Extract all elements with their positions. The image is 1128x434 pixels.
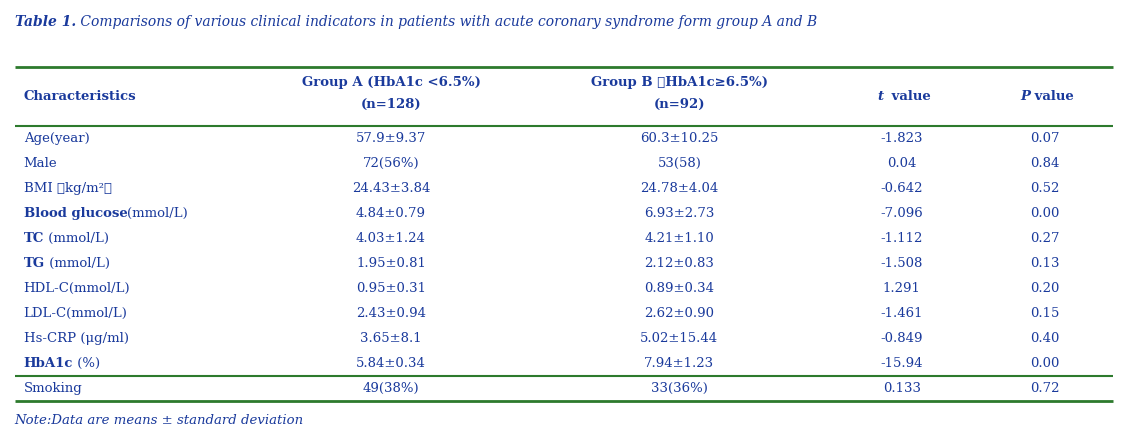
Text: t: t [878,90,883,103]
Text: 0.72: 0.72 [1030,382,1059,395]
Text: -0.849: -0.849 [881,332,923,345]
Text: 1.95±0.81: 1.95±0.81 [356,257,426,270]
Text: 0.27: 0.27 [1030,232,1059,245]
Text: 57.9±9.37: 57.9±9.37 [355,132,426,145]
Text: (%): (%) [73,357,100,370]
Text: TG: TG [24,257,45,270]
Text: 4.21±1.10: 4.21±1.10 [644,232,714,245]
Text: 24.78±4.04: 24.78±4.04 [641,182,719,195]
Text: Group B （HbA1c≥6.5%): Group B （HbA1c≥6.5%) [591,76,768,89]
Text: 0.40: 0.40 [1030,332,1059,345]
Text: 5.84±0.34: 5.84±0.34 [356,357,426,370]
Text: Blood glucose: Blood glucose [24,207,127,220]
Text: Smoking: Smoking [24,382,82,395]
Text: HbA1c: HbA1c [24,357,73,370]
Text: 3.65±8.1: 3.65±8.1 [360,332,422,345]
Text: (mmol/L): (mmol/L) [127,207,188,220]
Text: -1.112: -1.112 [881,232,923,245]
Text: 0.00: 0.00 [1030,357,1059,370]
Text: 0.04: 0.04 [887,157,917,170]
Text: -1.823: -1.823 [881,132,923,145]
Text: Table 1.: Table 1. [15,15,76,29]
Text: -1.461: -1.461 [881,307,923,320]
Text: 2.43±0.94: 2.43±0.94 [356,307,426,320]
Text: Note:Data are means ± standard deviation: Note:Data are means ± standard deviation [15,414,303,427]
Text: 53(58): 53(58) [658,157,702,170]
Text: 0.52: 0.52 [1030,182,1059,195]
Text: HDL-C(mmol/L): HDL-C(mmol/L) [24,282,131,295]
Text: (n=128): (n=128) [361,98,421,111]
Text: -7.096: -7.096 [881,207,923,220]
Text: 4.03±1.24: 4.03±1.24 [356,232,426,245]
Text: (mmol/L): (mmol/L) [45,257,109,270]
Text: -0.642: -0.642 [881,182,923,195]
Text: 49(38%): 49(38%) [362,382,420,395]
Text: value: value [1030,90,1074,103]
Text: BMI （kg/m²）: BMI （kg/m²） [24,182,112,195]
Text: 72(56%): 72(56%) [362,157,420,170]
Text: Comparisons of various clinical indicators in patients with acute coronary syndr: Comparisons of various clinical indicato… [76,15,817,29]
Text: P: P [1020,90,1030,103]
Text: value: value [888,90,931,103]
Text: 33(36%): 33(36%) [651,382,707,395]
Text: 2.12±0.83: 2.12±0.83 [644,257,714,270]
Text: 2.62±0.90: 2.62±0.90 [644,307,714,320]
Text: 24.43±3.84: 24.43±3.84 [352,182,430,195]
Text: Group A (HbA1c <6.5%): Group A (HbA1c <6.5%) [301,76,481,89]
Text: Male: Male [24,157,58,170]
Text: Hs-CRP (μg/ml): Hs-CRP (μg/ml) [24,332,129,345]
Text: 6.93±2.73: 6.93±2.73 [644,207,714,220]
Text: Age(year): Age(year) [24,132,89,145]
Text: (n=92): (n=92) [653,98,705,111]
Text: 60.3±10.25: 60.3±10.25 [641,132,719,145]
Text: Characteristics: Characteristics [24,90,136,103]
Text: -1.508: -1.508 [881,257,923,270]
Text: 0.20: 0.20 [1030,282,1059,295]
Text: TC: TC [24,232,44,245]
Text: 0.89±0.34: 0.89±0.34 [644,282,714,295]
Text: 0.07: 0.07 [1030,132,1059,145]
Text: 0.84: 0.84 [1030,157,1059,170]
Text: 0.95±0.31: 0.95±0.31 [356,282,426,295]
Text: 0.133: 0.133 [883,382,920,395]
Text: 5.02±15.44: 5.02±15.44 [641,332,719,345]
Text: LDL-C(mmol/L): LDL-C(mmol/L) [24,307,127,320]
Text: 0.13: 0.13 [1030,257,1059,270]
Text: 0.15: 0.15 [1030,307,1059,320]
Text: (mmol/L): (mmol/L) [44,232,109,245]
Text: 4.84±0.79: 4.84±0.79 [356,207,426,220]
Text: -15.94: -15.94 [881,357,923,370]
Text: 1.291: 1.291 [883,282,920,295]
Text: 7.94±1.23: 7.94±1.23 [644,357,714,370]
Text: 0.00: 0.00 [1030,207,1059,220]
